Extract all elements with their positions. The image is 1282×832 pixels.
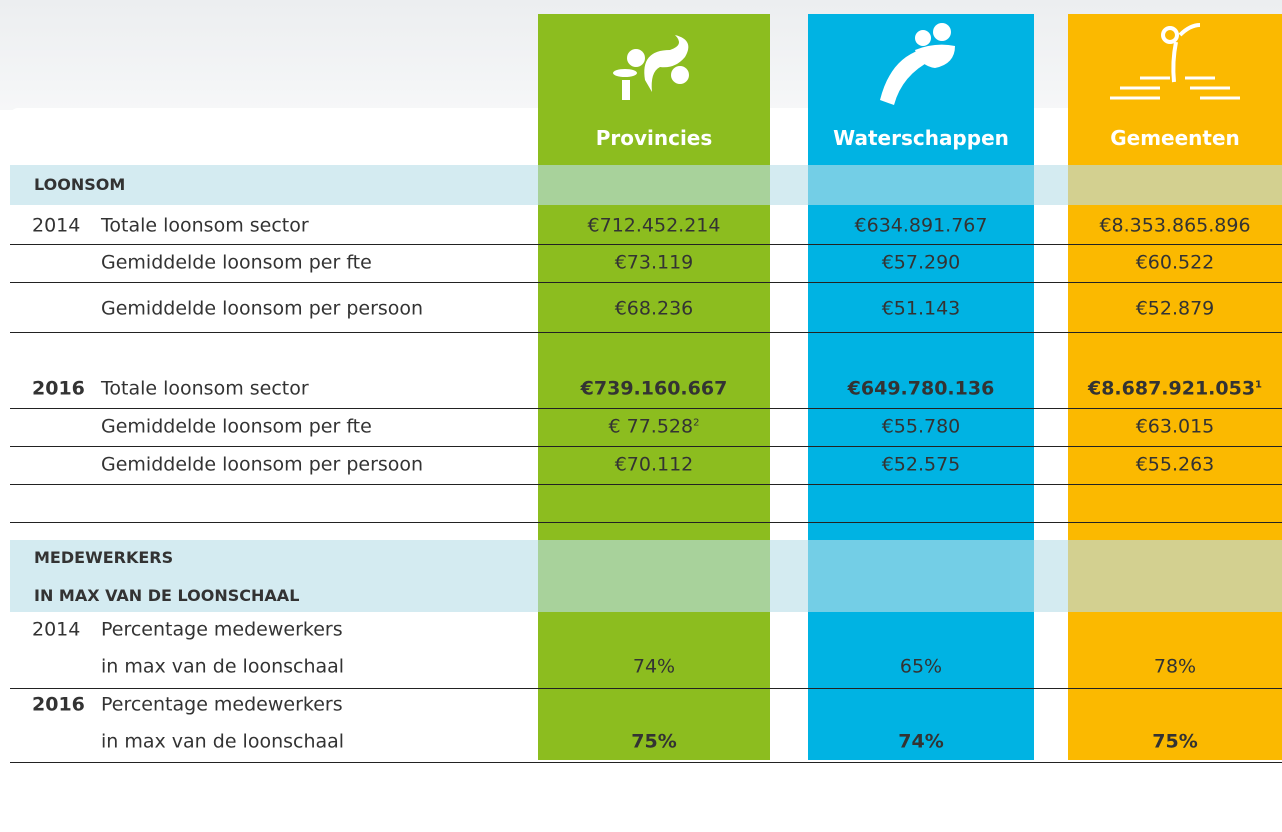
section-band — [10, 165, 1282, 205]
section-title: IN MAX VAN DE LOONSCHAAL — [34, 586, 300, 605]
cell-value: €60.522 — [1135, 251, 1215, 274]
row-label: Gemiddelde loonsom per persoon — [101, 453, 424, 476]
icons — [613, 23, 1240, 105]
column-provincies — [538, 14, 770, 760]
column-gemeenten — [1068, 14, 1282, 760]
cell-value: €57.290 — [881, 251, 961, 274]
cell-value: 75% — [631, 730, 677, 753]
cell-value: 65% — [899, 655, 943, 678]
cell-value: €634.891.767 — [854, 214, 988, 237]
row-line — [10, 522, 1282, 524]
footnote-mark: 1 — [1255, 379, 1263, 391]
row-label: Totale loonsom sector — [101, 377, 309, 400]
cell-value: €73.119 — [614, 251, 694, 274]
section-title: MEDEWERKERS — [34, 548, 174, 567]
section-band — [10, 540, 1282, 612]
row-label: Gemiddelde loonsom per fte — [101, 251, 372, 274]
row-label: Gemiddelde loonsom per fte — [101, 415, 372, 438]
row-line — [10, 688, 1282, 690]
row-label: Totale loonsom sector — [101, 214, 309, 237]
value-text: €8.687.921.053 — [1087, 377, 1256, 400]
row-year: 2014 — [32, 618, 81, 641]
column-header: Gemeenten — [1110, 126, 1240, 150]
icon-gemeenten — [1110, 23, 1240, 100]
cell-value: 74% — [898, 730, 944, 753]
cell-value: € 77.5282 — [538, 415, 770, 438]
footnote-mark: 2 — [693, 417, 700, 429]
cell-value: 75% — [1152, 730, 1198, 753]
column-header: Waterschappen — [833, 126, 1009, 150]
cell-value: €55.263 — [1135, 453, 1215, 476]
cell-value: €55.780 — [881, 415, 961, 438]
row-line — [10, 244, 1282, 246]
cell-value: €712.452.214 — [587, 214, 721, 237]
row-label: in max van de loonschaal — [101, 730, 345, 753]
row-label: Percentage medewerkers — [101, 618, 343, 641]
cell-value: €52.879 — [1135, 297, 1215, 320]
cell-value: €51.143 — [881, 297, 961, 320]
cell-value: €649.780.136 — [847, 377, 995, 400]
cell-value: €70.112 — [614, 453, 694, 476]
cell-value: €63.015 — [1135, 415, 1215, 438]
column-waterschappen — [808, 14, 1034, 760]
row-year: 2016 — [32, 693, 85, 716]
cell-value: 78% — [1153, 655, 1197, 678]
cell-value: €52.575 — [881, 453, 961, 476]
row-label: Gemiddelde loonsom per persoon — [101, 297, 424, 320]
row-line — [10, 762, 1282, 764]
row-year: 2016 — [32, 377, 85, 400]
row-line — [10, 484, 1282, 486]
icon-provincies — [613, 35, 689, 100]
row-label: in max van de loonschaal — [101, 655, 345, 678]
cell-value: €8.687.921.0531 — [1068, 377, 1282, 400]
section-title: LOONSOM — [34, 175, 126, 194]
column-header: Provincies — [595, 126, 713, 150]
value-text: € 77.528 — [608, 415, 694, 438]
row-line — [10, 282, 1282, 284]
row-line — [10, 332, 1282, 334]
row-line — [10, 446, 1282, 448]
cell-value: 74% — [632, 655, 676, 678]
cell-value: €8.353.865.896 — [1099, 214, 1251, 237]
cell-value: €739.160.667 — [580, 377, 728, 400]
cell-value: €68.236 — [614, 297, 694, 320]
row-label: Percentage medewerkers — [101, 693, 343, 716]
row-line — [10, 408, 1282, 410]
row-year: 2014 — [32, 214, 81, 237]
icon-waterschappen — [880, 23, 955, 105]
